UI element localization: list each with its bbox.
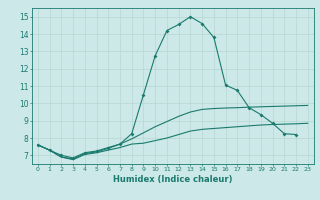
X-axis label: Humidex (Indice chaleur): Humidex (Indice chaleur): [113, 175, 233, 184]
